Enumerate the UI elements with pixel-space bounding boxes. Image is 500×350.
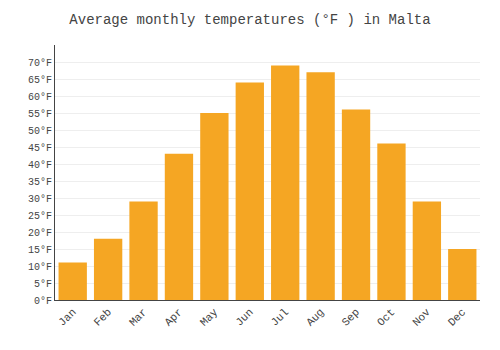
svg-text:Nov: Nov [410,306,433,329]
svg-text:Mar: Mar [127,306,149,328]
svg-text:Feb: Feb [92,306,114,328]
svg-text:Dec: Dec [446,306,468,328]
svg-text:0°F: 0°F [34,296,52,307]
svg-text:Apr: Apr [162,306,184,328]
svg-text:25°F: 25°F [28,211,52,222]
svg-text:60°F: 60°F [28,92,52,103]
svg-text:45°F: 45°F [28,143,52,154]
svg-text:Oct: Oct [375,306,397,328]
svg-text:65°F: 65°F [28,75,52,86]
svg-text:40°F: 40°F [28,160,52,171]
svg-text:55°F: 55°F [28,109,52,120]
svg-text:Aug: Aug [304,306,326,328]
svg-text:Jun: Jun [233,306,255,328]
svg-text:May: May [198,306,221,329]
svg-text:50°F: 50°F [28,126,52,137]
svg-text:Jul: Jul [269,306,291,328]
svg-text:20°F: 20°F [28,228,52,239]
svg-text:5°F: 5°F [34,279,52,290]
svg-text:15°F: 15°F [28,245,52,256]
svg-text:Sep: Sep [340,306,362,328]
svg-text:30°F: 30°F [28,194,52,205]
svg-text:Jan: Jan [56,306,78,328]
svg-text:70°F: 70°F [28,58,52,69]
svg-text:10°F: 10°F [28,262,52,273]
svg-text:Average monthly temperatures (: Average monthly temperatures (°F ) in Ma… [69,12,430,28]
svg-text:35°F: 35°F [28,177,52,188]
